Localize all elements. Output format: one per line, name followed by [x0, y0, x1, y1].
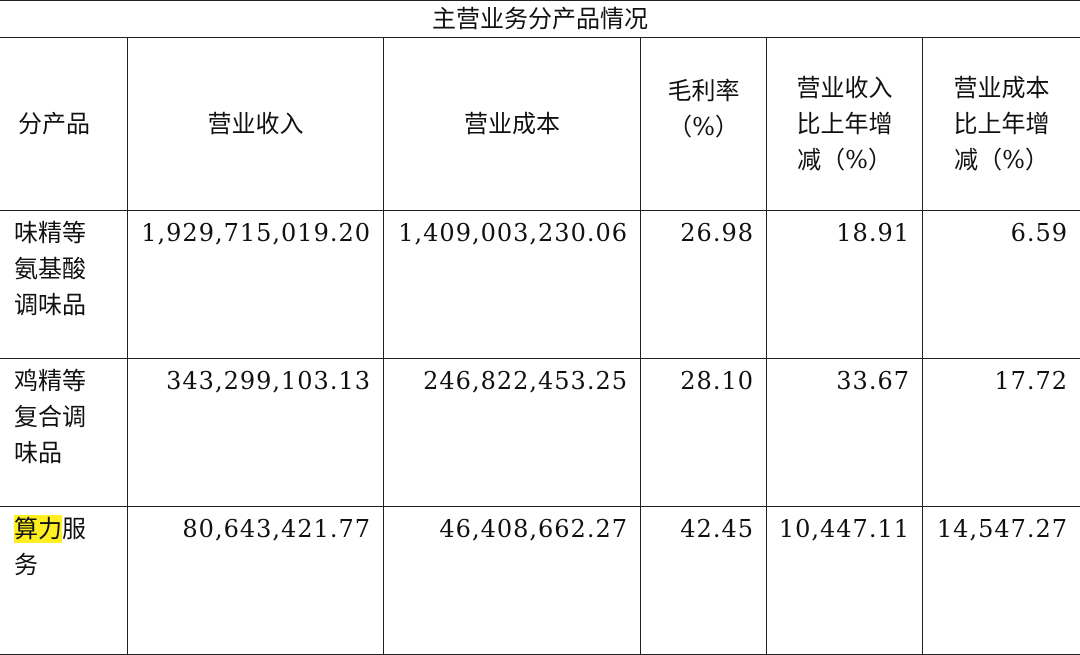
- header-line: 营业收入: [767, 70, 922, 106]
- header-line: 营业成本: [923, 70, 1080, 106]
- revenue-change-cell: 10,447.11: [767, 507, 923, 655]
- header-cost: 营业成本: [384, 38, 641, 211]
- product-line: 味精等: [14, 215, 127, 251]
- header-revenue-change: 营业收入 比上年增 减（%）: [767, 38, 923, 211]
- cost-cell: 246,822,453.25: [384, 359, 641, 507]
- product-line: 复合调: [14, 399, 127, 435]
- header-line: 减（%）: [767, 142, 922, 178]
- revenue-cell: 343,299,103.13: [128, 359, 384, 507]
- cost-change-cell: 17.72: [923, 359, 1080, 507]
- product-text: 服: [62, 515, 86, 543]
- header-product: 分产品: [0, 38, 128, 211]
- header-gross-margin-label: 毛利率（%）: [665, 73, 743, 145]
- product-name: 味精等 氨基酸 调味品: [0, 211, 128, 359]
- product-name: 鸡精等 复合调 味品: [0, 359, 128, 507]
- product-line: 务: [14, 547, 127, 583]
- header-revenue: 营业收入: [128, 38, 384, 211]
- revenue-cell: 1,929,715,019.20: [128, 211, 384, 359]
- gross-margin-cell: 26.98: [641, 211, 767, 359]
- header-cost-change: 营业成本 比上年增 减（%）: [923, 38, 1080, 211]
- revenue-cell: 80,643,421.77: [128, 507, 384, 655]
- highlighted-text: 算力: [14, 515, 62, 543]
- table-row: 味精等 氨基酸 调味品 1,929,715,019.20 1,409,003,2…: [0, 211, 1080, 359]
- header-line: 比上年增: [923, 106, 1080, 142]
- gross-margin-cell: 28.10: [641, 359, 767, 507]
- product-line: 算力服: [14, 511, 127, 547]
- product-line: 氨基酸: [14, 251, 127, 287]
- revenue-change-cell: 33.67: [767, 359, 923, 507]
- header-gross-margin: 毛利率（%）: [641, 38, 767, 211]
- product-line: 调味品: [14, 287, 127, 323]
- product-line: 味品: [14, 435, 127, 471]
- cost-cell: 46,408,662.27: [384, 507, 641, 655]
- table-title: 主营业务分产品情况: [0, 1, 1080, 38]
- cost-change-cell: 14,547.27: [923, 507, 1080, 655]
- cost-change-cell: 6.59: [923, 211, 1080, 359]
- product-line: 鸡精等: [14, 363, 127, 399]
- header-line: 比上年增: [767, 106, 922, 142]
- product-name: 算力服 务: [0, 507, 128, 655]
- header-row: 分产品 营业收入 营业成本 毛利率（%） 营业收入 比上年增 减（%） 营业成本…: [0, 38, 1080, 211]
- gross-margin-cell: 42.45: [641, 507, 767, 655]
- header-line: 减（%）: [923, 142, 1080, 178]
- table-row: 鸡精等 复合调 味品 343,299,103.13 246,822,453.25…: [0, 359, 1080, 507]
- cost-cell: 1,409,003,230.06: [384, 211, 641, 359]
- revenue-change-cell: 18.91: [767, 211, 923, 359]
- table-row: 算力服 务 80,643,421.77 46,408,662.27 42.45 …: [0, 507, 1080, 655]
